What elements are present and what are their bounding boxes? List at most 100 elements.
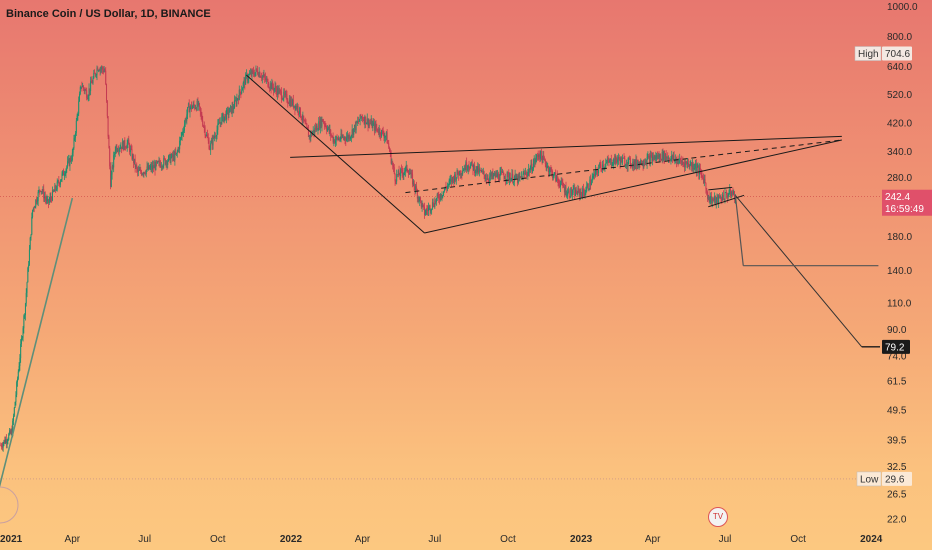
candle-body	[237, 98, 239, 100]
candle-body	[678, 161, 680, 165]
candle-body	[266, 78, 268, 80]
candle-body	[624, 158, 626, 166]
candle-body	[350, 137, 352, 140]
candle-body	[559, 183, 561, 187]
candle-body	[389, 151, 391, 153]
candle-body	[644, 163, 646, 165]
candle-body	[466, 162, 468, 170]
candle-body	[233, 108, 235, 110]
candle-body	[709, 200, 711, 203]
candle-body	[230, 106, 232, 114]
candle-body	[247, 78, 249, 81]
candle-body	[528, 168, 530, 172]
candle-body	[210, 143, 212, 150]
candle-body	[183, 124, 185, 131]
candle-body	[76, 115, 78, 121]
candle-body	[586, 186, 588, 192]
candle-body	[355, 121, 357, 131]
candle-body	[7, 439, 9, 442]
tradingview-logo-icon[interactable]: TV	[708, 507, 728, 527]
candle-body	[280, 91, 282, 99]
candle-body	[410, 172, 412, 175]
candle-body	[338, 138, 340, 140]
candle-body	[554, 172, 556, 174]
candle-body	[218, 122, 220, 124]
candle-body	[471, 161, 473, 165]
candle-body	[111, 166, 113, 175]
candle-body	[152, 165, 154, 169]
candle-body	[392, 162, 394, 166]
candle-body	[276, 89, 278, 95]
candle-body	[292, 99, 294, 105]
candle-body	[234, 100, 236, 102]
candle-body	[508, 173, 510, 180]
price-scale-corner[interactable]	[885, 0, 932, 22]
candle-body	[608, 161, 610, 163]
candle-body	[625, 165, 627, 167]
candle-body	[183, 130, 185, 132]
candle-body	[710, 195, 712, 201]
candle-body	[676, 160, 678, 164]
candle-body	[530, 163, 532, 169]
candle-body	[702, 175, 704, 178]
candle-body	[387, 143, 389, 145]
candle-body	[29, 237, 31, 250]
wedge-bottom-line	[424, 139, 842, 234]
candle-body	[48, 200, 50, 203]
candle-body	[489, 176, 491, 181]
candle-body	[414, 186, 416, 191]
candle-body	[532, 163, 534, 170]
candle-body	[307, 127, 309, 130]
candle-body	[462, 170, 464, 172]
candle-body	[274, 86, 276, 89]
candle-body	[540, 151, 542, 157]
candle-body	[30, 234, 32, 238]
candle-body	[58, 180, 60, 184]
candle-body	[563, 187, 565, 193]
candle-body	[408, 173, 410, 175]
candle-body	[408, 171, 410, 175]
candle-body	[92, 78, 94, 84]
candle-body	[243, 79, 245, 83]
candle-body	[474, 164, 476, 173]
candle-body	[213, 136, 215, 138]
y-tick-label: 22.0	[887, 514, 907, 525]
candle-body	[504, 178, 506, 180]
candle-body	[12, 420, 14, 436]
candle-body	[169, 154, 171, 163]
candle-body	[610, 159, 612, 160]
candle-body	[143, 172, 145, 175]
candle-body	[609, 159, 611, 163]
candle-body	[699, 167, 701, 172]
high-label: High	[858, 49, 879, 60]
candle-body	[703, 177, 705, 183]
candle-body	[421, 203, 423, 208]
candle-body	[586, 184, 588, 187]
candle-body	[403, 173, 405, 176]
candle-body	[78, 93, 80, 102]
candle-body	[325, 124, 327, 129]
candle-body	[457, 170, 459, 175]
candle-body	[487, 178, 489, 180]
candle-body	[163, 158, 165, 166]
candle-body	[137, 170, 139, 173]
candle-body	[258, 72, 260, 77]
candle-body	[620, 157, 622, 165]
candle-body	[346, 134, 348, 138]
candle-body	[296, 105, 298, 109]
candle-body	[16, 378, 18, 383]
candle-body	[442, 195, 444, 196]
candle-body	[146, 166, 148, 170]
candle-body	[288, 99, 290, 104]
candle-body	[606, 159, 608, 163]
candle-body	[539, 155, 541, 159]
candle-body	[400, 169, 402, 177]
candle-body	[40, 190, 42, 192]
candle-body	[173, 154, 175, 161]
candle-body	[614, 155, 616, 164]
candle-body	[599, 163, 601, 165]
candle-body	[66, 166, 68, 170]
candle-body	[540, 151, 542, 159]
candle-body	[446, 187, 448, 189]
